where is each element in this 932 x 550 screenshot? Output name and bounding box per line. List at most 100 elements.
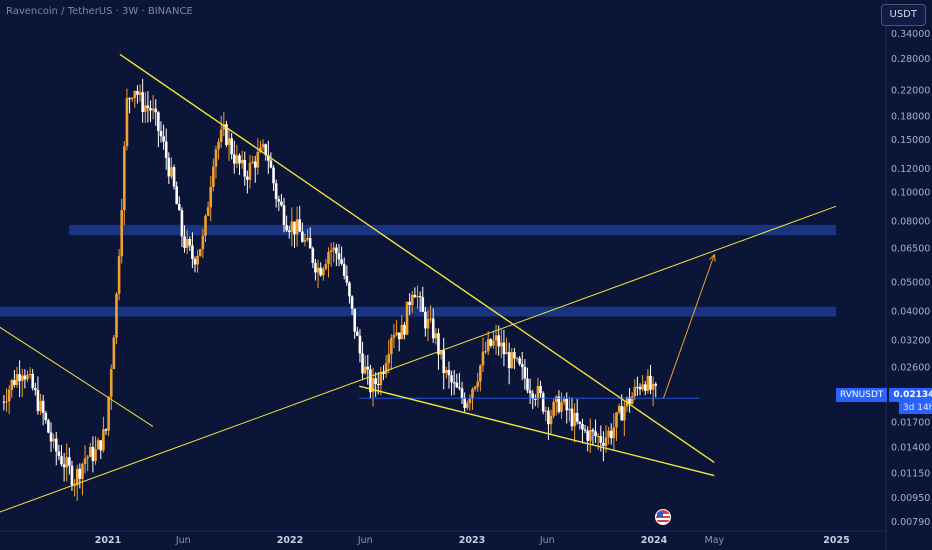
candle-down: [2, 401, 6, 403]
candle-down: [62, 464, 66, 468]
candle-down: [232, 154, 236, 164]
candle-down: [526, 378, 529, 391]
candle-up: [26, 374, 29, 380]
candle-down: [557, 396, 561, 412]
currency-button[interactable]: USDT: [880, 4, 926, 26]
trendlines: [0, 53, 837, 513]
candle-down: [128, 98, 131, 100]
us-flag-icon[interactable]: [655, 509, 671, 525]
candle-up: [499, 342, 503, 347]
candle-up: [28, 373, 32, 375]
candle-down: [164, 141, 168, 158]
price-badge-value: 0.02134: [889, 388, 932, 402]
candle-down: [620, 406, 624, 421]
y-tick-label: 0.18000: [891, 111, 930, 122]
trendline-descending-resistance: [119, 53, 715, 464]
candle-down: [253, 161, 257, 168]
symbol-header: Ravencoin / TetherUS · 3W · BINANCE: [6, 6, 193, 17]
candle-up: [392, 334, 396, 338]
candle-down: [528, 390, 532, 394]
candle-up: [217, 141, 220, 150]
candle-down: [314, 262, 317, 273]
candle-down: [308, 237, 312, 249]
candle-down: [319, 267, 322, 276]
candle-down: [408, 301, 411, 306]
trendline-old-downtrend: [0, 326, 154, 427]
candle-up: [465, 402, 469, 408]
candle-down: [447, 369, 451, 376]
supply-zones: [0, 224, 836, 317]
candle-down: [547, 410, 550, 425]
price-badge-symbol: RVNUSDT: [836, 388, 888, 402]
candle-up: [94, 449, 97, 462]
candle-down: [361, 353, 364, 374]
candle-up: [612, 427, 616, 439]
candle-down: [581, 423, 584, 430]
candle-down: [157, 112, 160, 132]
candle-down: [31, 373, 35, 389]
candle-down: [298, 219, 302, 232]
candle-up: [371, 378, 375, 393]
candle-down: [282, 205, 286, 225]
candle-down: [70, 465, 74, 486]
candle-down: [636, 386, 639, 388]
candle-down: [513, 352, 516, 359]
candle-down: [162, 136, 165, 142]
candle-down: [654, 383, 658, 386]
candle-down: [565, 398, 569, 411]
candle-up: [65, 457, 69, 468]
candle-down: [280, 201, 283, 206]
candlesticks: [2, 78, 658, 501]
projection-arrowhead: [709, 253, 716, 262]
candle-down: [146, 105, 150, 108]
candle-up: [554, 396, 558, 402]
x-tick-label: 2021: [95, 535, 121, 546]
candle-up: [198, 249, 202, 256]
candle-down: [167, 157, 171, 177]
candle-down: [507, 352, 511, 369]
candle-up: [544, 410, 548, 412]
x-tick-label: 2023: [459, 535, 485, 546]
candle-down: [599, 436, 603, 443]
y-tick-label: 0.10000: [891, 188, 930, 199]
y-tick-label: 0.03200: [891, 335, 930, 346]
candle-down: [539, 386, 542, 394]
candle-down: [287, 230, 291, 232]
candle-down: [149, 107, 152, 111]
candle-up: [623, 406, 626, 421]
candle-down: [382, 372, 385, 375]
candle-down: [523, 367, 527, 379]
candle-down: [274, 183, 278, 200]
candle-up: [133, 90, 137, 99]
candle-down: [68, 457, 71, 466]
x-tick-label: 2024: [641, 535, 668, 546]
candle-down: [18, 374, 21, 382]
candle-up: [434, 333, 438, 339]
time-axis: 2021 Jun 2022 Jun 2023 Jun 2024 May 2025: [0, 530, 886, 546]
candle-down: [643, 384, 647, 391]
candle-up: [492, 340, 495, 346]
candle-down: [541, 393, 545, 412]
last-price-badge: RVNUSDT 0.02134 3d 14h: [836, 388, 932, 414]
candle-down: [23, 375, 27, 380]
candle-down: [638, 387, 642, 390]
candle-up: [125, 98, 129, 147]
candle-up: [107, 397, 110, 431]
candle-down: [57, 451, 61, 457]
candle-up: [86, 456, 89, 459]
candle-down: [350, 296, 354, 309]
candle-up: [123, 146, 126, 211]
trendline-wedge-support: [359, 385, 715, 477]
candle-down: [188, 239, 192, 246]
candle-up: [235, 155, 239, 164]
candle-down: [531, 393, 535, 400]
candle-up: [115, 293, 118, 338]
interval-label[interactable]: 3W: [122, 6, 139, 17]
candle-up: [607, 430, 610, 438]
candle-up: [96, 440, 100, 450]
candle-up: [248, 162, 252, 180]
x-tick-label: 2022: [277, 535, 303, 546]
candle-up: [75, 468, 79, 486]
candle-down: [285, 224, 288, 231]
